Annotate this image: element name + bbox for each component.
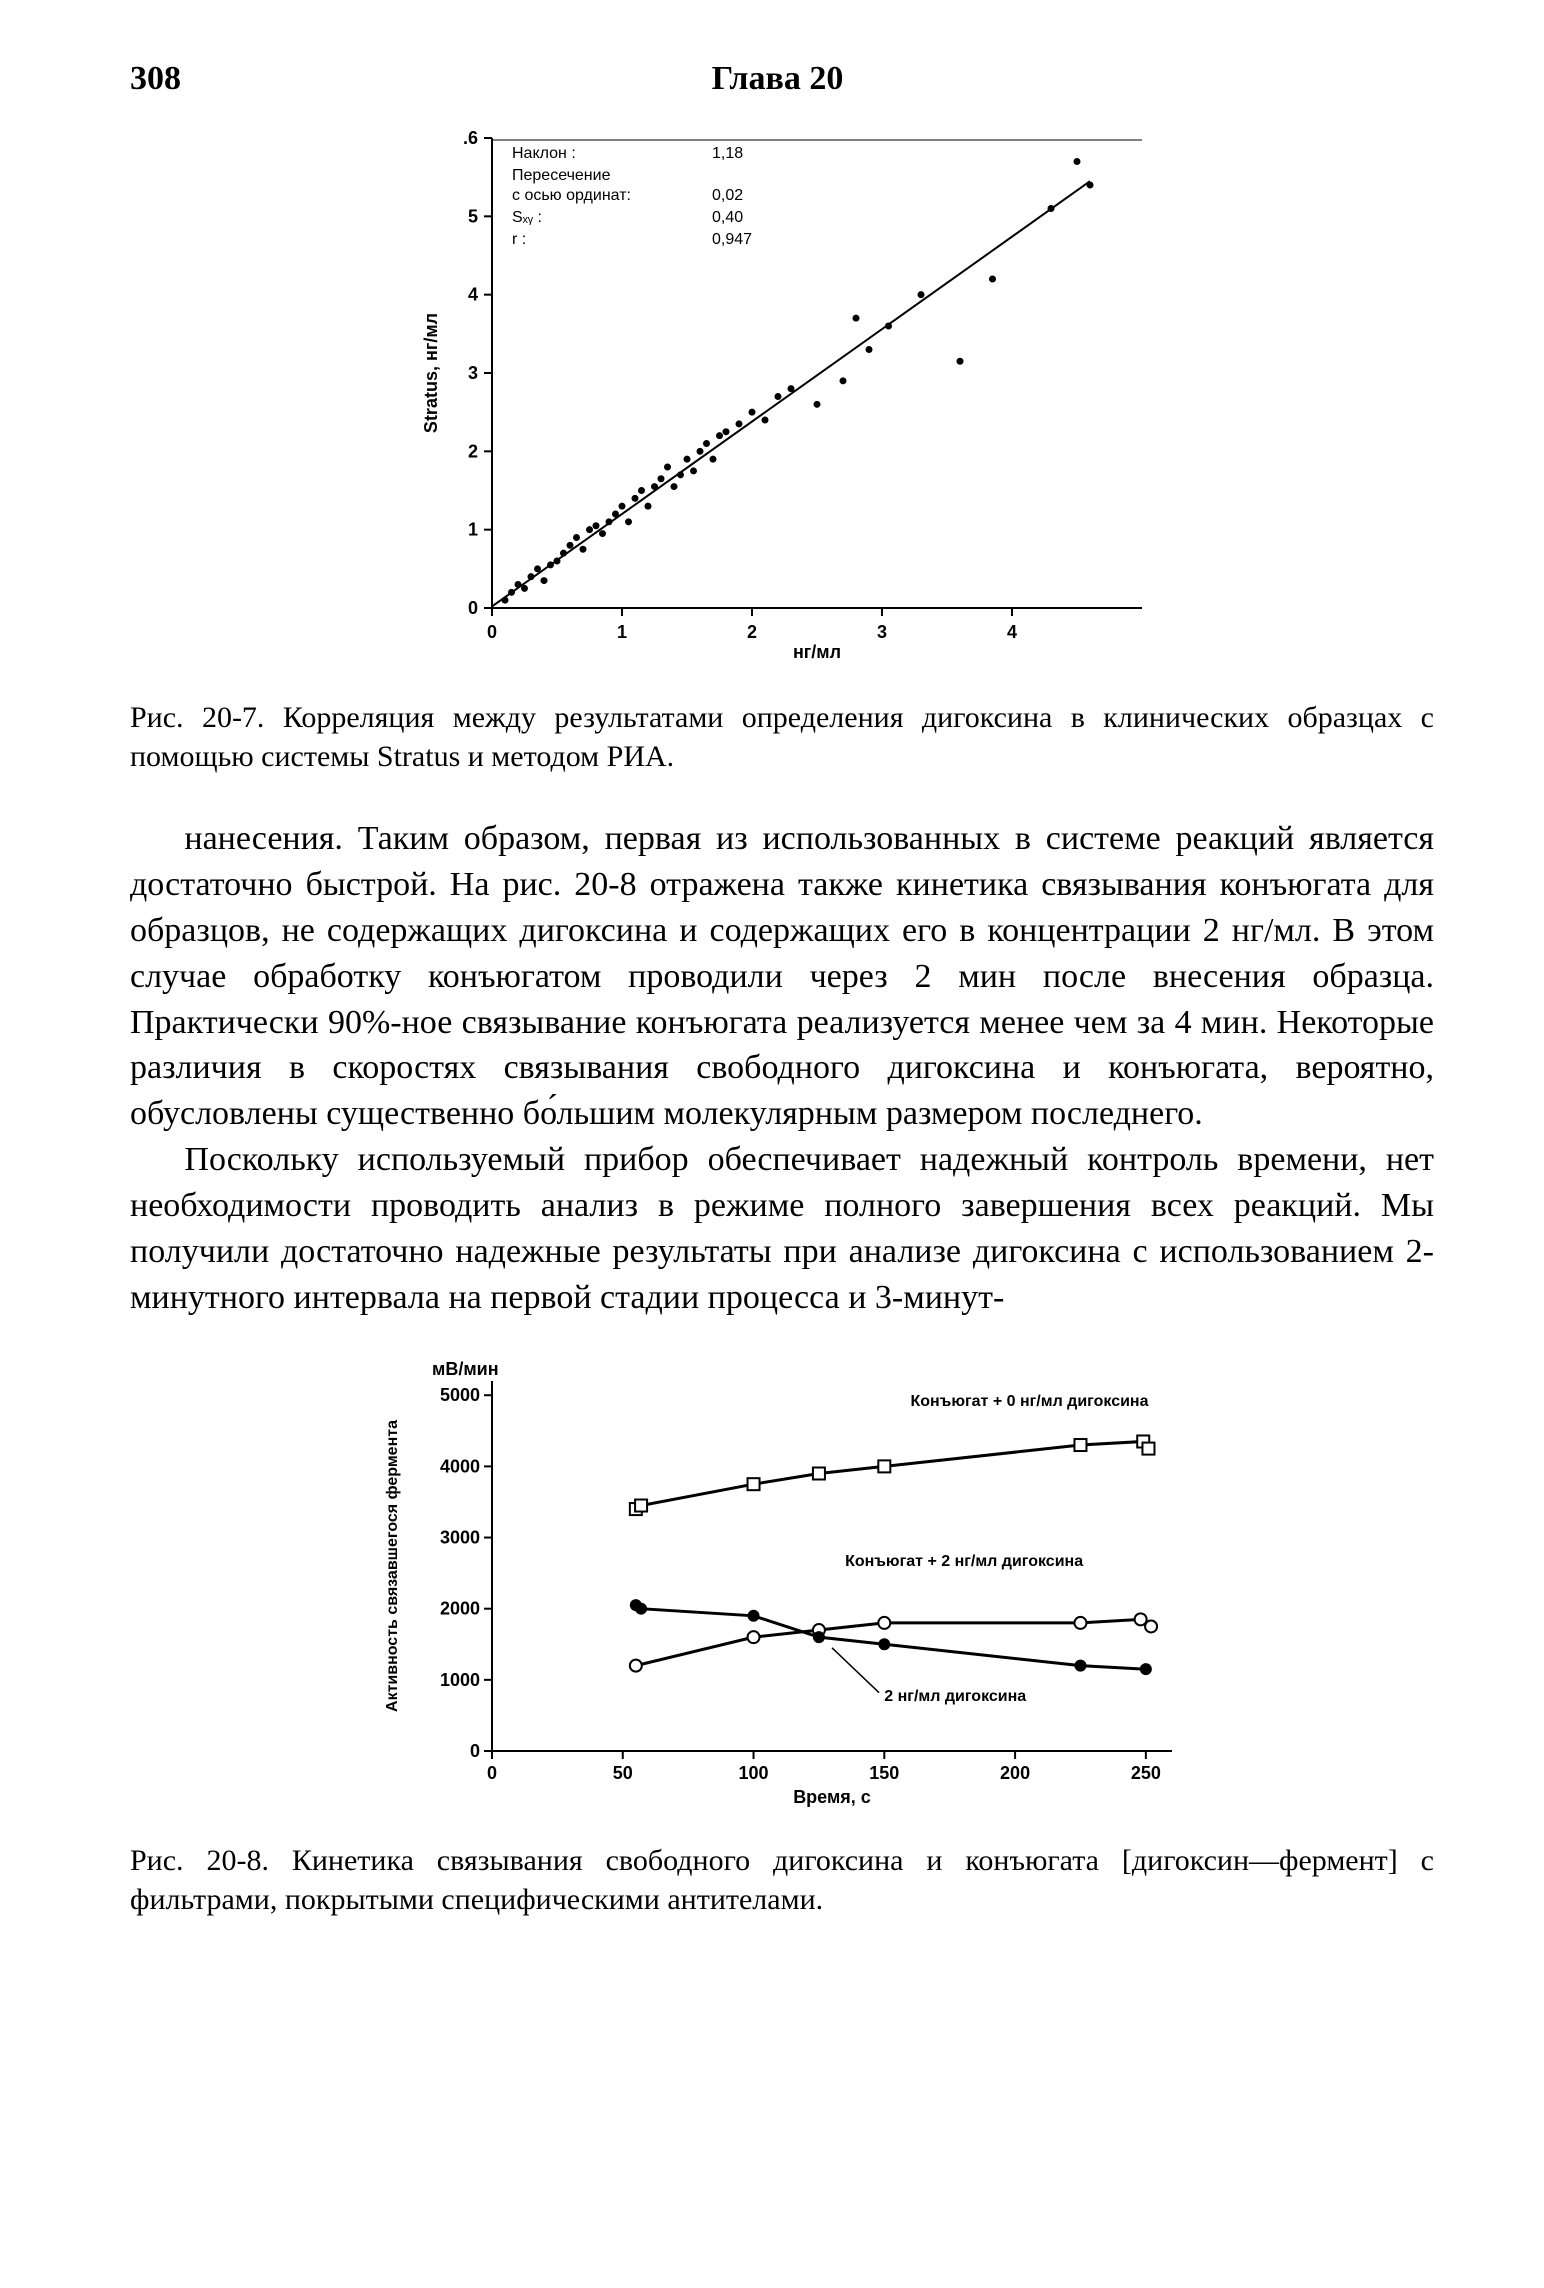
figure-20-7-scatter: 0 1 2 3 4 0 1 2 3 4 5 .6 нг/мл Stratus, нг/мл Наклон :… <box>402 128 1162 668</box>
svg-text:2000: 2000 <box>440 1598 480 1618</box>
svg-text:0,40: 0,40 <box>712 209 743 226</box>
svg-text:r :: r : <box>512 231 526 248</box>
svg-text:Время, с: Время, с <box>793 1787 871 1807</box>
svg-text:1: 1 <box>617 622 627 642</box>
svg-text:5: 5 <box>468 206 478 226</box>
svg-text:мВ/мин: мВ/мин <box>432 1359 499 1379</box>
svg-text:150: 150 <box>869 1763 899 1783</box>
svg-text:3: 3 <box>877 622 887 642</box>
page-header: 308 Глава 20 <box>130 60 1434 98</box>
svg-text:0,02: 0,02 <box>712 187 743 204</box>
svg-text:Пересечение: Пересечение <box>512 167 611 184</box>
body-text: нанесения. Таким образом, первая из испо… <box>130 816 1434 1321</box>
figure-20-8-caption: Рис. 20-8. Кинетика связывания свободног… <box>130 1841 1434 1919</box>
paragraph-1: нанесения. Таким образом, первая из испо… <box>130 816 1434 1137</box>
svg-text:.6: .6 <box>463 128 478 148</box>
svg-text:100: 100 <box>739 1763 769 1783</box>
svg-text:1000: 1000 <box>440 1670 480 1690</box>
svg-text:с осью ординат:: с осью ординат: <box>512 187 631 204</box>
paragraph-2: Поскольку используемый прибор обеспечива… <box>130 1137 1434 1321</box>
svg-text:0: 0 <box>470 1741 480 1761</box>
svg-text:Наклон :: Наклон : <box>512 145 576 162</box>
svg-text:2: 2 <box>747 622 757 642</box>
svg-text:1,18: 1,18 <box>712 145 743 162</box>
svg-text:0: 0 <box>487 1763 497 1783</box>
svg-text:0,947: 0,947 <box>712 231 752 248</box>
figure-20-7-caption: Рис. 20-7. Корреляция между результатами… <box>130 698 1434 776</box>
svg-text:Конъюгат + 2 нг/мл дигоксина: Конъюгат + 2 нг/мл дигоксина <box>845 1553 1083 1570</box>
svg-text:3: 3 <box>468 363 478 383</box>
svg-text:Активность связавшегося фермен: Активность связавшегося фермента <box>384 1420 401 1712</box>
svg-text:Конъюгат + 0 нг/мл дигоксина: Конъюгат + 0 нг/мл дигоксина <box>910 1393 1148 1410</box>
svg-text:200: 200 <box>1000 1763 1030 1783</box>
svg-text:4000: 4000 <box>440 1456 480 1476</box>
page-number: 308 <box>130 60 181 98</box>
svg-text:3000: 3000 <box>440 1527 480 1547</box>
svg-text:5000: 5000 <box>440 1385 480 1405</box>
svg-text:4: 4 <box>1007 622 1017 642</box>
svg-text:2 нг/мл дигоксина: 2 нг/мл дигоксина <box>884 1688 1026 1705</box>
svg-text:0: 0 <box>487 622 497 642</box>
svg-text:4: 4 <box>468 285 478 305</box>
svg-text:Sₓᵧ :: Sₓᵧ : <box>512 209 542 226</box>
svg-text:2: 2 <box>468 441 478 461</box>
svg-text:нг/мл: нг/мл <box>793 642 841 662</box>
svg-text:0: 0 <box>468 598 478 618</box>
svg-text:Stratus, нг/мл: Stratus, нг/мл <box>421 313 441 433</box>
figure-20-8-kinetics: 0 50 100 150 200 250 0 1000 2000 3000 4000 5000 Врем… <box>372 1351 1192 1811</box>
svg-text:1: 1 <box>468 520 478 540</box>
chapter-heading: Глава 20 <box>712 60 844 98</box>
svg-text:50: 50 <box>613 1763 633 1783</box>
svg-text:250: 250 <box>1131 1763 1161 1783</box>
